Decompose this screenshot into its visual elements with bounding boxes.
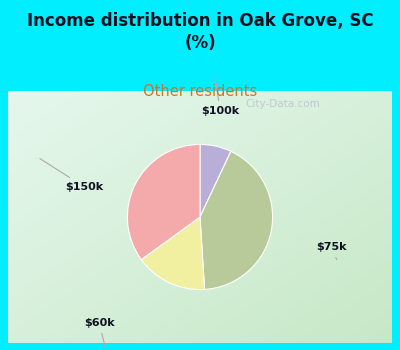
Text: $75k: $75k — [316, 242, 346, 259]
Text: $60k: $60k — [84, 318, 114, 350]
Wedge shape — [141, 217, 204, 289]
Text: Income distribution in Oak Grove, SC
(%): Income distribution in Oak Grove, SC (%) — [27, 12, 373, 52]
Wedge shape — [200, 151, 272, 289]
Wedge shape — [128, 145, 200, 260]
Text: City-Data.com: City-Data.com — [245, 99, 320, 108]
Text: Other residents: Other residents — [143, 84, 257, 99]
Text: $150k: $150k — [40, 159, 103, 192]
Text: $100k: $100k — [201, 77, 239, 116]
Wedge shape — [200, 145, 231, 217]
